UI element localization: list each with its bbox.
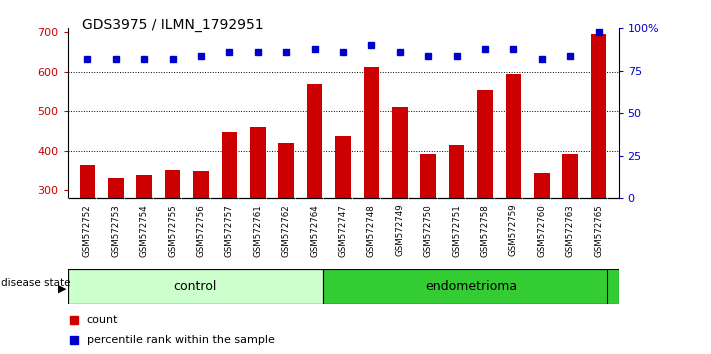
Text: control: control xyxy=(173,280,217,293)
Bar xyxy=(506,74,521,198)
Bar xyxy=(222,132,237,198)
Text: GSM572762: GSM572762 xyxy=(282,204,291,257)
Text: GSM572761: GSM572761 xyxy=(253,204,262,257)
Text: GSM572760: GSM572760 xyxy=(538,204,546,257)
Bar xyxy=(534,172,550,198)
Text: GSM572754: GSM572754 xyxy=(140,204,149,257)
Bar xyxy=(68,269,324,304)
Bar xyxy=(392,107,407,198)
Bar xyxy=(562,154,578,198)
Text: GSM572748: GSM572748 xyxy=(367,204,376,257)
Text: GSM572749: GSM572749 xyxy=(395,204,405,256)
Bar xyxy=(420,154,436,198)
Text: GSM572747: GSM572747 xyxy=(338,204,348,257)
Bar xyxy=(165,170,181,198)
Text: GSM572765: GSM572765 xyxy=(594,204,603,257)
Text: endometrioma: endometrioma xyxy=(424,280,517,293)
Text: GSM572757: GSM572757 xyxy=(225,204,234,257)
Bar xyxy=(80,165,95,198)
Bar xyxy=(336,136,351,198)
Text: GSM572763: GSM572763 xyxy=(566,204,574,257)
Bar xyxy=(250,127,266,198)
Bar xyxy=(108,178,124,198)
Bar xyxy=(137,175,152,198)
Text: count: count xyxy=(87,315,118,325)
Bar xyxy=(307,85,323,198)
Bar xyxy=(477,90,493,198)
Bar xyxy=(449,145,464,198)
Text: GSM572756: GSM572756 xyxy=(196,204,205,257)
Bar xyxy=(279,143,294,198)
Text: GSM572752: GSM572752 xyxy=(83,204,92,257)
Text: GSM572753: GSM572753 xyxy=(112,204,120,257)
Text: GSM572759: GSM572759 xyxy=(509,204,518,256)
Text: GSM572764: GSM572764 xyxy=(310,204,319,257)
Bar xyxy=(591,34,606,198)
Text: percentile rank within the sample: percentile rank within the sample xyxy=(87,335,274,345)
Bar xyxy=(324,269,619,304)
Text: GSM572750: GSM572750 xyxy=(424,204,433,257)
Text: GDS3975 / ILMN_1792951: GDS3975 / ILMN_1792951 xyxy=(82,18,263,32)
Text: disease state: disease state xyxy=(1,278,70,288)
Text: GSM572755: GSM572755 xyxy=(168,204,177,257)
Bar xyxy=(193,171,209,198)
Text: ▶: ▶ xyxy=(58,284,67,293)
Text: GSM572758: GSM572758 xyxy=(481,204,490,257)
Text: GSM572751: GSM572751 xyxy=(452,204,461,257)
Bar xyxy=(363,67,379,198)
